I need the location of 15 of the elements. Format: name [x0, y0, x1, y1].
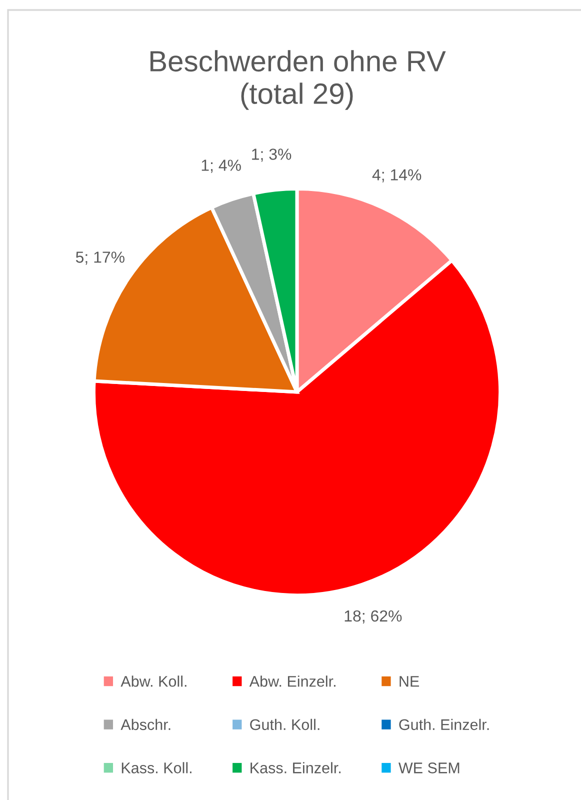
legend-label: Abw. Einzelr.: [249, 676, 336, 687]
legend-label: WE SEM: [398, 762, 460, 774]
data-label: 4; 14%: [372, 169, 422, 182]
legend-label: Guth. Einzelr.: [399, 718, 489, 730]
legend-label: Abw. Koll.: [120, 676, 186, 687]
legend-label: Kass. Einzelr.: [250, 762, 341, 774]
data-label: 1; 4%: [202, 160, 241, 173]
legend-label: NE: [400, 676, 420, 687]
legend-label: Abschr.: [120, 718, 170, 730]
data-label: 5; 17%: [76, 252, 124, 265]
data-label: 1; 3%: [252, 148, 292, 162]
legend-label: Guth. Koll.: [250, 718, 320, 730]
chart-title: Beschwerden ohne RV (total 29): [150, 50, 446, 110]
data-label: 18; 62%: [344, 610, 402, 624]
legend-label: Kass. Koll.: [122, 762, 192, 774]
